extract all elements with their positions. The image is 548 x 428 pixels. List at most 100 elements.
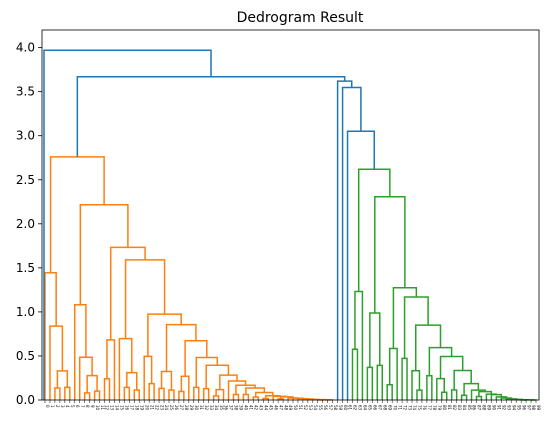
x-leaf-label: 5: [70, 405, 75, 408]
x-axis: 0 1 2 3 4 5 6 7 8 9 10 11 12 13 14 15 16 17 18 19 20 21 22 23 24…: [44, 400, 541, 411]
x-leaf-label: 25: [169, 405, 174, 411]
x-leaf-label: 35: [219, 405, 224, 411]
dendrogram-link: [109, 246, 146, 340]
x-leaf-label: 57: [328, 405, 333, 411]
x-leaf-label: 83: [457, 405, 462, 411]
x-leaf-label: 95: [516, 405, 521, 411]
dendrogram-link: [388, 347, 398, 400]
x-leaf-label: 32: [204, 405, 209, 411]
x-leaf-label: 73: [407, 405, 412, 411]
x-leaf-label: 99: [536, 405, 541, 411]
x-leaf-label: 80: [442, 405, 447, 411]
dendrogram-link: [212, 395, 220, 400]
x-leaf-label: 56: [323, 405, 328, 411]
x-leaf-label: 23: [159, 405, 164, 411]
x-leaf-label: 8: [85, 405, 90, 408]
dendrogram-link: [478, 390, 493, 397]
x-leaf-label: 37: [229, 405, 234, 411]
x-leaf-label: 49: [288, 405, 293, 411]
x-leaf-label: 72: [402, 405, 407, 411]
x-leaf-label: 9: [90, 405, 95, 408]
x-leaf-label: 78: [432, 405, 437, 411]
dendrogram-link: [124, 259, 166, 339]
dendrogram-link: [86, 374, 98, 393]
x-leaf-label: 22: [154, 405, 159, 411]
x-leaf-label: 51: [298, 405, 303, 411]
dendrogram-link: [354, 290, 364, 400]
x-leaf-label: 16: [125, 405, 130, 411]
dendrogram-link: [264, 395, 281, 399]
x-leaf-label: 28: [184, 405, 189, 411]
x-leaf-label: 36: [224, 405, 229, 411]
dendrogram-link: [158, 387, 165, 400]
x-leaf-label: 59: [338, 405, 343, 411]
x-leaf-label: 91: [497, 405, 502, 411]
y-tick-label: 3.0: [16, 129, 35, 143]
dendrogram-link: [165, 323, 197, 372]
y-tick-label: 0.0: [16, 393, 35, 407]
dendrogram-link: [43, 49, 212, 400]
x-leaf-label: 21: [149, 405, 154, 411]
dendrogram-link: [475, 395, 483, 400]
dendrogram-link: [193, 386, 200, 400]
x-leaf-label: 76: [422, 405, 427, 411]
x-leaf-label: 74: [412, 405, 417, 411]
x-leaf-label: 50: [293, 405, 298, 411]
x-leaf-label: 43: [258, 405, 263, 411]
dendrogram-link: [49, 325, 64, 400]
x-leaf-label: 88: [482, 405, 487, 411]
x-leaf-label: 64: [363, 405, 368, 411]
chart-title: Dedrogram Result: [237, 10, 364, 26]
plot-frame: [41, 29, 540, 401]
x-leaf-label: 18: [134, 405, 139, 411]
dendrogram-links: [43, 49, 537, 401]
x-leaf-label: 30: [194, 405, 199, 411]
dendrogram-link: [49, 156, 105, 273]
x-leaf-label: 55: [318, 405, 323, 411]
x-leaf-label: 33: [209, 405, 214, 411]
dendrogram-link: [436, 377, 445, 400]
x-leaf-label: 46: [273, 405, 278, 411]
dendrogram-link: [148, 382, 155, 400]
dendrogram-link: [376, 364, 384, 400]
x-leaf-label: 61: [348, 405, 353, 411]
dendrogram-link: [178, 390, 185, 400]
dendrogram-link: [426, 375, 433, 400]
dendrogram-link: [439, 355, 464, 379]
dendrogram-link: [215, 388, 225, 400]
x-leaf-label: 38: [234, 405, 239, 411]
x-leaf-label: 15: [120, 405, 125, 411]
dendrogram-link: [195, 356, 219, 388]
x-leaf-label: 27: [179, 405, 184, 411]
dendrogram-link: [168, 389, 175, 400]
dendrogram-link: [205, 364, 230, 389]
x-leaf-label: 92: [501, 405, 506, 411]
x-leaf-label: 1: [50, 405, 55, 408]
x-leaf-label: 47: [278, 405, 283, 411]
dendrogram-link: [76, 75, 346, 157]
x-leaf-label: 89: [487, 405, 492, 411]
dendrogram-link: [180, 375, 190, 400]
x-leaf-label: 60: [343, 405, 348, 411]
x-leaf-label: 52: [303, 405, 308, 411]
x-leaf-label: 77: [427, 405, 432, 411]
x-leaf-label: 86: [472, 405, 477, 411]
x-leaf-label: 68: [382, 405, 387, 411]
dendrogram-link: [505, 398, 518, 400]
dendrogram-link: [133, 389, 140, 400]
dendrogram-link: [44, 272, 57, 400]
dendrogram-link: [374, 196, 406, 314]
x-leaf-label: 45: [268, 405, 273, 411]
x-leaf-label: 31: [199, 405, 204, 411]
y-tick-label: 4.0: [16, 41, 35, 55]
y-tick-label: 1.0: [16, 305, 35, 319]
x-leaf-label: 3: [60, 405, 65, 408]
x-leaf-label: 4: [65, 405, 70, 408]
x-leaf-label: 82: [452, 405, 457, 411]
dendrogram-link: [453, 369, 472, 390]
x-leaf-label: 71: [397, 405, 402, 411]
x-leaf-label: 17: [130, 405, 135, 411]
dendrogram-link: [366, 366, 374, 400]
x-leaf-label: 7: [80, 405, 85, 408]
